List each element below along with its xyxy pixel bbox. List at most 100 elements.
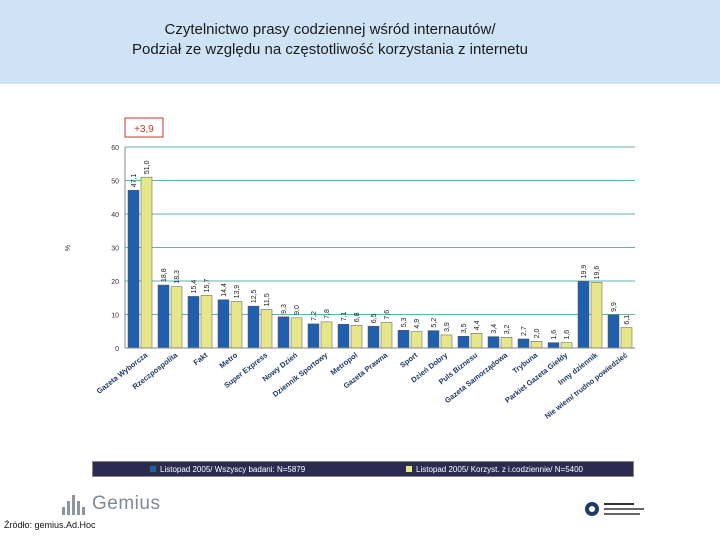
bar-series-1 (607, 314, 620, 349)
legend-label-series-1: Listopad 2005/ Wszyscy badani: N=5879 (160, 464, 306, 474)
title-line-2: Podział ze względu na częstotliwość korz… (131, 41, 529, 58)
data-label: 7,8 (324, 309, 331, 319)
bar-series-1 (217, 299, 230, 349)
bar-series-1 (307, 323, 320, 349)
y-tick-label: 10 (111, 313, 119, 320)
bar-series-1 (187, 296, 200, 349)
data-label: 12,5 (251, 289, 258, 303)
data-label: 51,0 (144, 160, 151, 174)
y-tick-label: 50 (111, 179, 119, 186)
bar-series-2 (500, 337, 513, 349)
data-label: 18,8 (161, 268, 168, 282)
data-label: 2,7 (521, 326, 528, 336)
data-label: 19,6 (594, 266, 601, 280)
bar-series-2 (470, 333, 483, 349)
bar-series-1 (517, 338, 530, 349)
bar-series-1 (337, 323, 350, 349)
bars-layer (127, 176, 633, 349)
legend-label-series-2: Listopad 2005/ Korzyst. z i.codziennie/ … (416, 464, 583, 474)
y-tick-label: 20 (111, 279, 119, 286)
x-tick-label: Sport (398, 350, 419, 369)
data-label: 6,5 (371, 313, 378, 323)
axis-layer: 0 10 20 30 40 50 60% (65, 145, 635, 353)
bar-series-2 (440, 334, 453, 349)
data-label: 3,5 (461, 323, 468, 333)
data-label: 15,7 (204, 279, 211, 293)
bar-series-1 (367, 325, 380, 349)
bar-series-1 (127, 189, 140, 349)
grid-layer (125, 146, 635, 315)
data-label: 3,9 (444, 322, 451, 332)
bar-series-1 (457, 336, 470, 349)
gemius-logo: Gemius (62, 493, 174, 517)
bar-series-1 (487, 336, 500, 349)
legend-item-series-2: Listopad 2005/ Korzyst. z i.codziennie/ … (377, 465, 633, 474)
data-label: 4,9 (414, 319, 421, 329)
bar-series-1 (277, 316, 290, 349)
data-label: 9,3 (281, 304, 288, 314)
data-label: 3,2 (504, 324, 511, 334)
legend: Listopad 2005/ Wszyscy badani: N=5879 Li… (92, 461, 634, 477)
bar-series-2 (320, 321, 333, 349)
data-label: 5,2 (431, 318, 438, 328)
gemius-logo-icon (62, 495, 88, 515)
bar-series-2 (170, 286, 183, 349)
data-label: 2,0 (534, 328, 541, 338)
data-label: 9,0 (294, 305, 301, 315)
data-label: 18,3 (174, 270, 181, 284)
bar-series-2 (260, 309, 273, 349)
data-label: 1,6 (551, 330, 558, 340)
chart-title: Czytelnictwo prasy codziennej wśród inte… (0, 20, 660, 60)
bar-series-2 (410, 331, 423, 349)
bar-series-2 (530, 341, 543, 349)
bar-series-2 (590, 282, 603, 349)
data-label: 7,1 (341, 311, 348, 321)
source-note: Źródło: gemius.Ad.Hoc (4, 520, 96, 530)
x-tick-label: Gazeta Wyborcza (95, 350, 150, 396)
y-axis-label: % (65, 245, 72, 251)
bar-series-2 (230, 301, 243, 349)
data-label: 6,8 (354, 312, 361, 322)
annotation-box: +3,9 (124, 117, 164, 138)
annotation-text: +3,9 (134, 124, 154, 135)
data-label: 7,2 (311, 311, 318, 321)
bar-series-2 (620, 327, 633, 349)
gemius-logo-text: Gemius (92, 493, 161, 514)
bar-series-1 (397, 329, 410, 349)
data-label: 11,5 (264, 293, 271, 306)
data-label: 14,4 (221, 283, 228, 297)
y-tick-label: 30 (111, 246, 119, 253)
header-band (0, 0, 720, 84)
data-label: 1,6 (564, 330, 571, 340)
data-label: 4,4 (474, 320, 481, 330)
bar-series-1 (577, 281, 590, 349)
title-line-1: Czytelnictwo prasy codziennej wśród inte… (164, 21, 496, 38)
bar-series-1 (247, 305, 260, 349)
bar-series-2 (140, 176, 153, 349)
data-label: 6,1 (624, 315, 631, 325)
bar-series-1 (157, 284, 170, 349)
data-label: 5,3 (401, 317, 408, 327)
bar-series-1 (427, 330, 440, 349)
y-tick-label: 0 (115, 346, 119, 353)
data-label: 47,1 (131, 173, 138, 187)
x-tick-label: Metro (218, 350, 240, 370)
data-label: 7,6 (384, 310, 391, 320)
x-tick-label: Dziennik Sportowy (271, 350, 330, 399)
data-label: 13,9 (234, 285, 241, 299)
bar-series-2 (560, 342, 573, 349)
data-label: 19,9 (581, 265, 588, 279)
bar-series-1 (547, 342, 560, 349)
legend-item-series-1: Listopad 2005/ Wszyscy badani: N=5879 (93, 465, 377, 474)
x-tick-label: Fakt (192, 350, 210, 367)
data-label: 9,9 (611, 302, 618, 312)
data-label: 3,4 (491, 324, 498, 334)
y-tick-label: 40 (111, 212, 119, 219)
partner-logo-icon (585, 502, 644, 516)
y-tick-label: 60 (111, 145, 119, 152)
bar-series-2 (350, 324, 363, 349)
bar-series-2 (290, 317, 303, 349)
data-label: 15,4 (191, 280, 198, 294)
bar-series-2 (380, 322, 393, 349)
